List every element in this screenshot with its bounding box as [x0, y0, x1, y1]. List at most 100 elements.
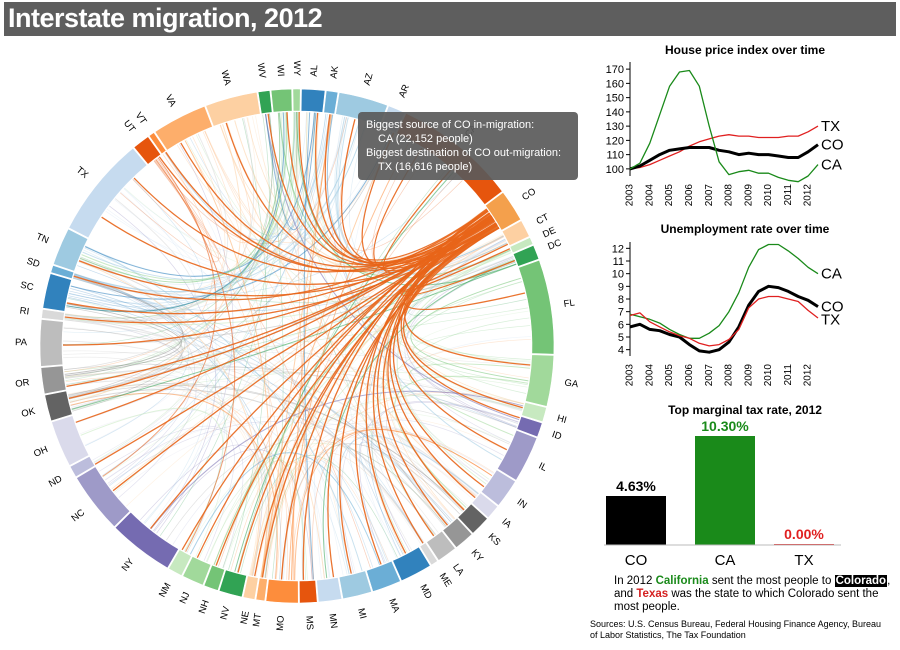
ribbon [404, 261, 516, 443]
series-end-label-ca: CA [821, 266, 842, 283]
arc-in [480, 469, 516, 506]
arc-label-ia: IA [499, 516, 513, 531]
summary-california: California [655, 575, 709, 587]
arc-al [300, 88, 326, 113]
ribbon [66, 374, 189, 461]
arc-il [496, 429, 538, 481]
arc-label-mt: MT [251, 612, 264, 627]
title-bar: Interstate migration, 2012 [4, 2, 896, 36]
arc-ia [471, 492, 499, 519]
ribbon-co-ne [254, 217, 494, 577]
arc-la [426, 530, 456, 561]
arc-label-ok: OK [20, 406, 37, 420]
arc-label-mi: MI [355, 607, 368, 620]
arc-ks [457, 503, 488, 534]
ribbon [325, 336, 531, 578]
bar-value-label-tx: 0.00% [784, 526, 824, 542]
summary-mid1: sent the most people to [708, 575, 835, 587]
ribbon [105, 210, 506, 287]
arc-ga [525, 354, 555, 407]
ribbon [185, 139, 531, 363]
ribbon [65, 373, 261, 576]
summary-mid2: , and [614, 575, 891, 600]
ribbon [206, 457, 308, 580]
ribbon [114, 152, 222, 263]
summary-post: was the state to which Colorado sent the… [614, 588, 879, 613]
ribbon [172, 423, 494, 545]
ribbon-co-ri [64, 227, 500, 324]
ribbon [63, 350, 468, 507]
arc-pa [39, 319, 64, 367]
ribbon [81, 112, 295, 281]
arc-nh [203, 564, 226, 591]
y-tick-label: 11 [613, 256, 624, 268]
arc-or [40, 365, 67, 395]
ribbon [260, 235, 504, 578]
ribbon [74, 273, 386, 563]
ribbon [64, 276, 184, 375]
ribbon [219, 124, 477, 497]
ribbon [348, 122, 506, 275]
x-tick-label: 2006 [684, 364, 695, 387]
y-tick-label: 100 [606, 164, 624, 176]
ribbon [65, 112, 284, 319]
ribbon [63, 356, 267, 578]
ribbon-co-wy [298, 112, 495, 265]
ribbon [140, 444, 263, 576]
ribbon [108, 421, 464, 511]
arc-label-nv: NV [218, 605, 232, 621]
ribbon [266, 457, 389, 579]
summary-texas: Texas [636, 588, 669, 600]
ribbon [251, 437, 476, 576]
ribbon [102, 251, 512, 478]
ribbon [70, 131, 393, 300]
ribbon [349, 448, 424, 563]
arc-label-az: AZ [362, 72, 376, 87]
ribbon [65, 112, 283, 381]
ribbon [66, 380, 270, 578]
arc-label-ma: MA [386, 597, 402, 615]
series-end-label-tx: TX [821, 312, 840, 329]
arc-hi [521, 401, 547, 423]
ribbon [162, 122, 252, 244]
arc-label-mo: MO [275, 615, 287, 631]
x-tick-label: 2005 [664, 364, 675, 387]
arc-label-nj: NJ [178, 590, 193, 605]
ribbon [322, 259, 515, 579]
ribbon [70, 392, 278, 580]
arc-id [516, 416, 543, 438]
x-tick-label: 2003 [625, 184, 636, 207]
ribbon [69, 388, 436, 535]
ribbon [297, 112, 309, 230]
tax-rate-chart: 4.63% CO 10.30% CA 0.00% TX [604, 418, 841, 569]
ribbon-co-ak [324, 114, 496, 266]
bar-co [606, 496, 666, 545]
arc-fl [518, 259, 555, 355]
ribbon [82, 120, 361, 281]
ribbon [296, 112, 490, 480]
arc-label-nh: NH [197, 598, 212, 615]
ribbon-co-nm [181, 210, 489, 551]
ribbon [64, 198, 196, 321]
ribbon [223, 394, 523, 569]
y-tick-label: 130 [606, 121, 624, 133]
house-price-chart-title: House price index over time [664, 43, 826, 57]
y-tick-label: 4 [618, 345, 624, 357]
arc-label-sd: SD [25, 256, 41, 270]
ribbon [313, 112, 531, 365]
ribbon-co-mn [327, 225, 499, 578]
arc-label-pa: PA [15, 337, 28, 348]
tax-chart-title: Top marginal tax rate, 2012 [668, 403, 822, 417]
arc-mi [338, 570, 373, 600]
y-tick-label: 8 [618, 294, 624, 306]
ribbon [68, 265, 186, 315]
ribbon [67, 297, 227, 558]
x-tick-label: 2004 [644, 184, 655, 207]
bar-ca [695, 436, 755, 545]
arc-va [154, 105, 213, 151]
arc-label-wa: WA [218, 69, 233, 87]
arc-nm [168, 549, 192, 577]
arc-label-va: VA [163, 93, 179, 109]
arc-ri [41, 309, 65, 321]
arc-ny [114, 511, 179, 569]
